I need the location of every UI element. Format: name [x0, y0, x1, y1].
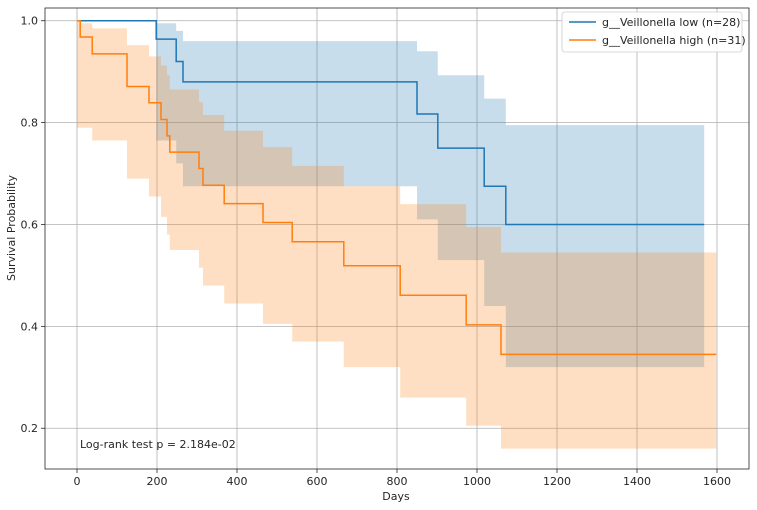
x-axis-label: Days [382, 490, 410, 503]
legend-label-high: g__Veillonella high (n=31) [602, 34, 746, 47]
x-tick-label: 200 [147, 475, 168, 488]
legend-box [561, 11, 743, 53]
y-tick-label: 0.4 [21, 320, 39, 333]
y-tick-label: 0.6 [21, 218, 39, 231]
logrank-annotation: Log-rank test p = 2.184e-02 [80, 438, 236, 451]
x-tick-label: 1200 [543, 475, 571, 488]
survival-line-low [77, 19, 705, 226]
y-axis: 0.2 0.4 0.6 0.8 1.0 [21, 15, 45, 435]
x-tick-label: 0 [74, 475, 81, 488]
x-tick-label: 1600 [703, 475, 731, 488]
ci-band-high [77, 20, 717, 449]
legend: g__Veillonella low (n=28) g__Veillonella… [561, 11, 746, 53]
ci-band-layer [77, 20, 717, 449]
y-tick-label: 0.8 [21, 117, 39, 130]
x-tick-label: 800 [387, 475, 408, 488]
x-tick-label: 400 [227, 475, 248, 488]
x-axis: 0 200 400 600 800 1000 1200 1400 1600 [74, 469, 731, 488]
x-tick-label: 600 [307, 475, 328, 488]
survival-line-high [77, 19, 717, 356]
y-axis-label: Survival Probability [5, 175, 18, 281]
x-tick-label: 1400 [623, 475, 651, 488]
y-tick-label: 0.2 [21, 422, 39, 435]
y-tick-label: 1.0 [21, 15, 39, 28]
x-tick-label: 1000 [463, 475, 491, 488]
series-line-layer [77, 19, 717, 356]
ci-band-low [77, 20, 705, 368]
legend-label-low: g__Veillonella low (n=28) [602, 16, 740, 29]
